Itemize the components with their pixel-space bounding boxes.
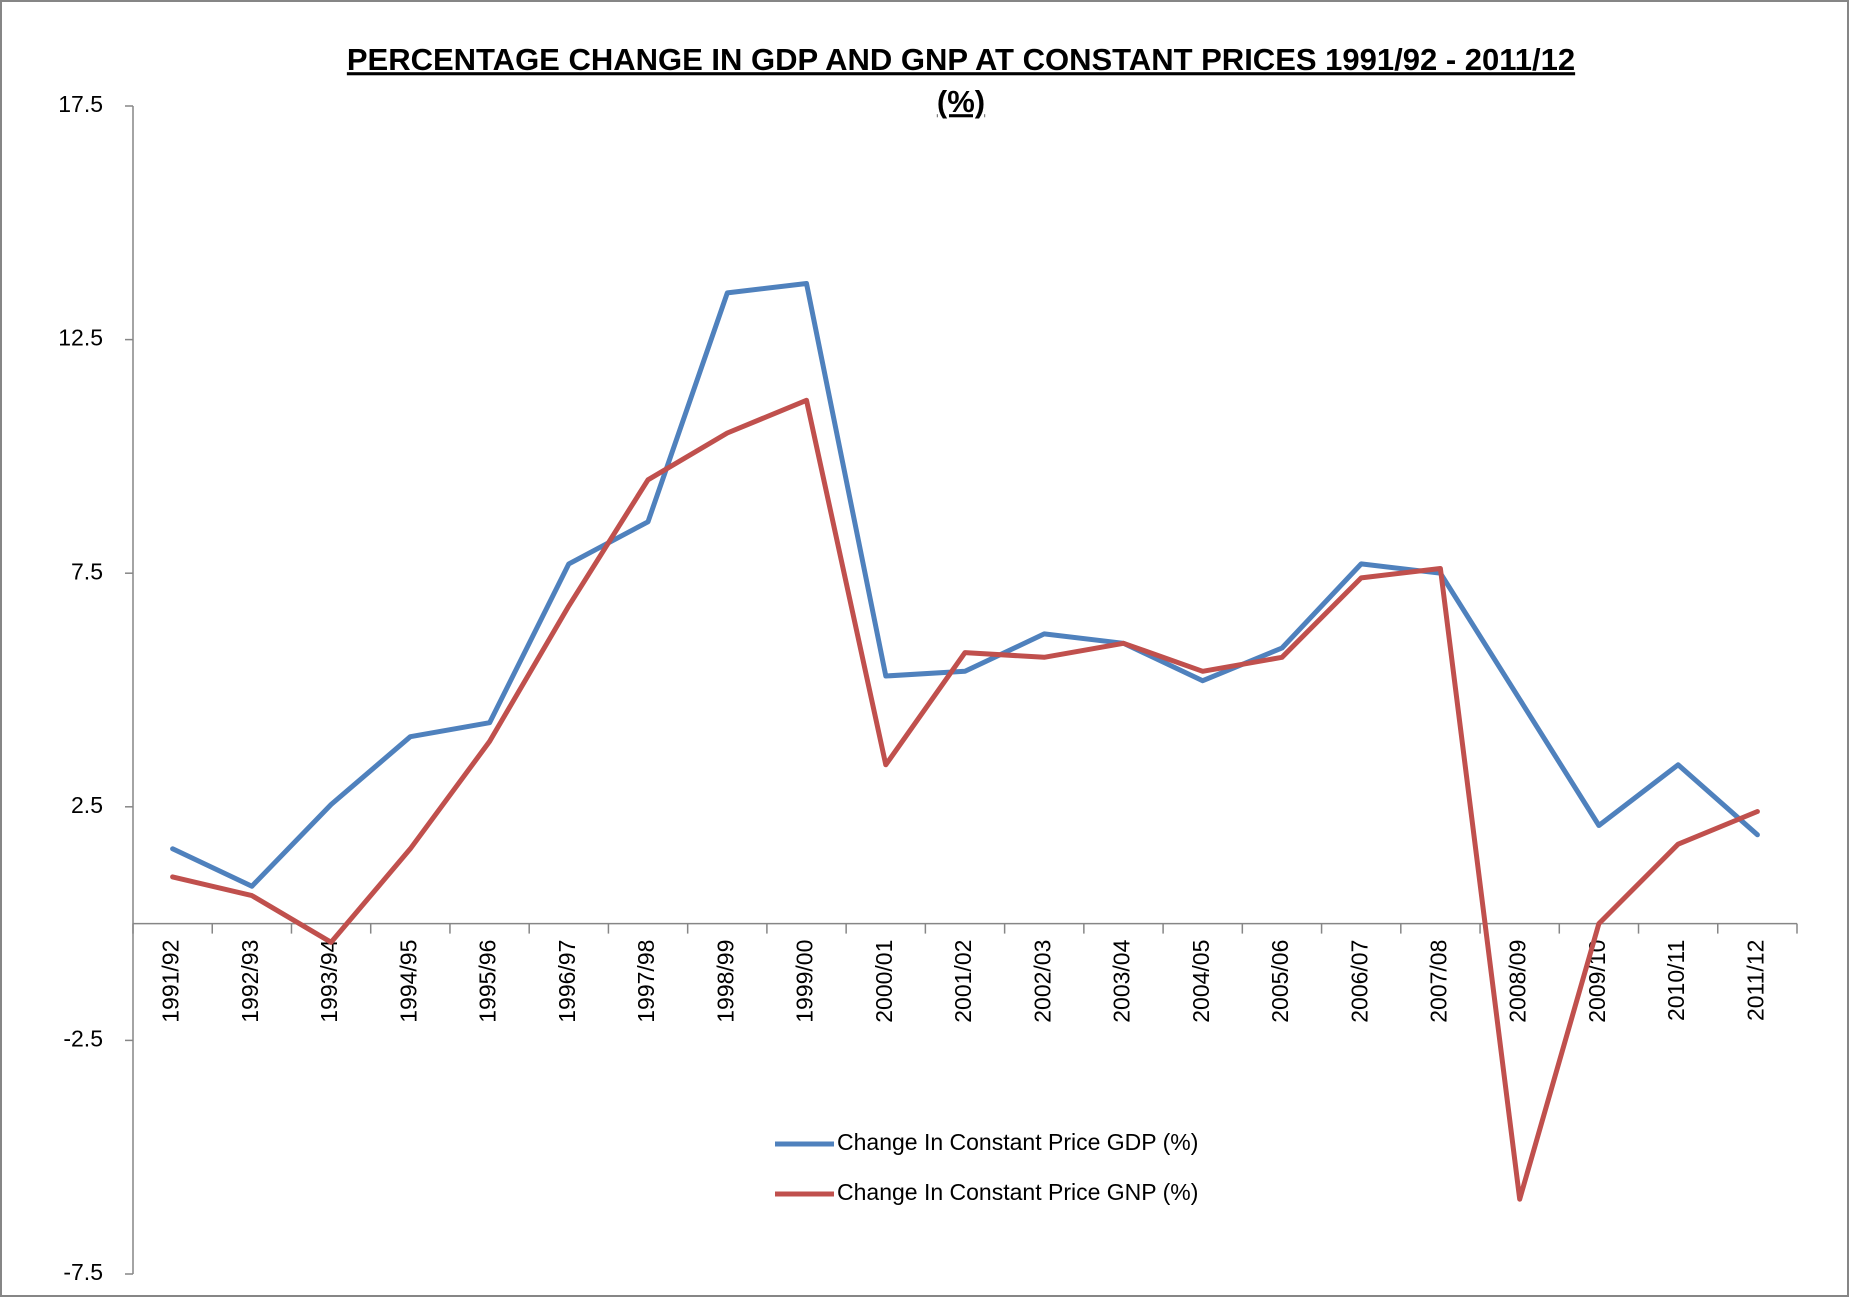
x-tick-label: 2011/12 <box>1742 940 1768 1021</box>
x-tick-label: 2009/10 <box>1584 940 1610 1023</box>
x-tick-label: 1991/92 <box>158 940 184 1023</box>
chart-title: (%) <box>937 84 985 119</box>
x-tick-label: 1995/96 <box>475 940 501 1023</box>
x-tick-label: 2004/05 <box>1188 940 1214 1023</box>
x-tick-label: 2006/07 <box>1346 940 1372 1023</box>
y-tick-label: -2.5 <box>63 1025 103 1051</box>
x-tick-label: 1993/94 <box>316 939 342 1022</box>
x-tick-label: 1996/97 <box>554 940 580 1023</box>
legend-label: Change In Constant Price GNP (%) <box>837 1179 1198 1205</box>
x-tick-label: 1992/93 <box>237 940 263 1023</box>
x-tick-label: 2002/03 <box>1029 940 1055 1023</box>
x-tick-label: 2003/04 <box>1109 939 1135 1022</box>
x-tick-label: 1994/95 <box>395 940 421 1023</box>
x-tick-label: 1997/98 <box>633 940 659 1023</box>
x-tick-label: 2000/01 <box>871 940 897 1023</box>
x-tick-label: 2010/11 <box>1663 940 1689 1021</box>
y-tick-label: 12.5 <box>58 325 103 351</box>
y-tick-label: 17.5 <box>58 91 103 117</box>
y-tick-label: 7.5 <box>71 558 103 584</box>
x-tick-label: 1999/00 <box>792 940 818 1023</box>
legend-label: Change In Constant Price GDP (%) <box>837 1129 1198 1155</box>
data-line <box>170 397 1760 1202</box>
y-tick-label: 2.5 <box>71 792 103 818</box>
chart-title: PERCENTAGE CHANGE IN GDP AND GNP AT CONS… <box>347 42 1575 77</box>
x-tick-label: 2007/08 <box>1426 940 1452 1023</box>
x-tick-label: 1998/99 <box>712 940 738 1023</box>
y-tick-label: -7.5 <box>63 1259 103 1285</box>
x-tick-label: 2005/06 <box>1267 940 1293 1023</box>
x-tick-label: 2008/09 <box>1505 940 1531 1023</box>
data-line <box>170 281 1760 889</box>
x-tick-label: 2001/02 <box>950 940 976 1023</box>
